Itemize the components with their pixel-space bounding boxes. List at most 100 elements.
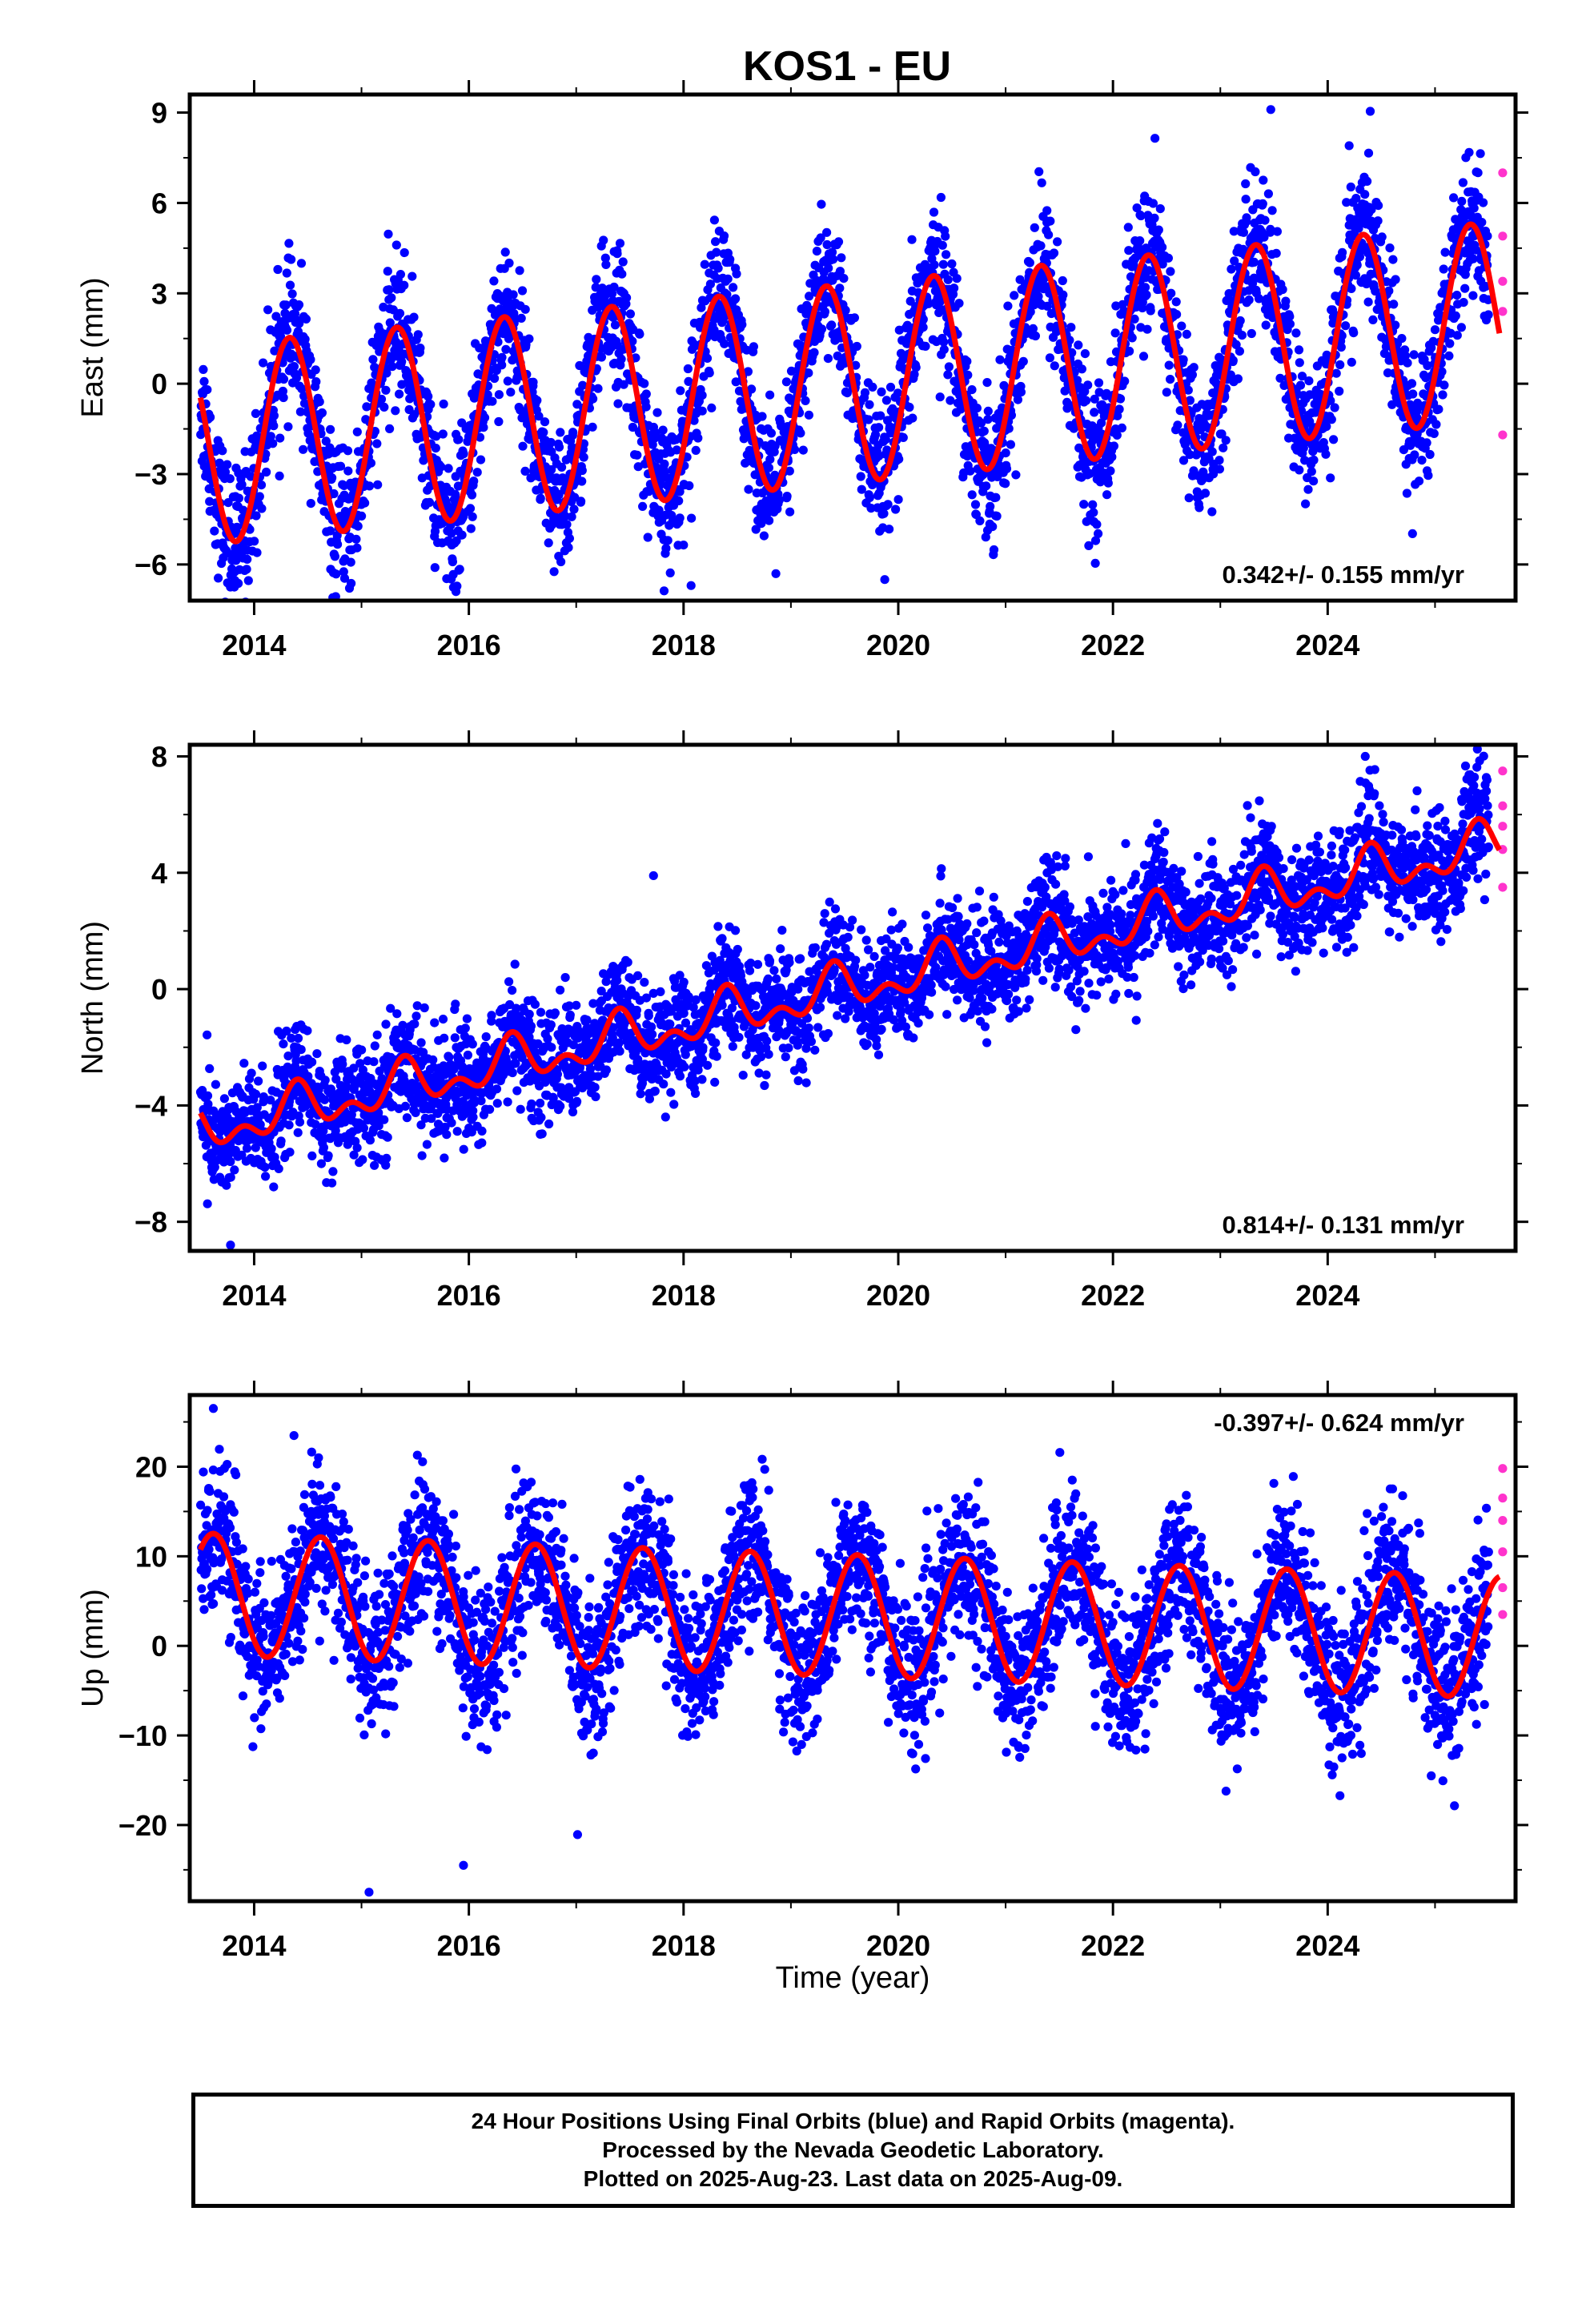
final-orbit-point (352, 427, 362, 436)
final-orbit-point (1046, 216, 1055, 226)
final-orbit-point (1295, 358, 1304, 368)
final-orbit-point (1072, 376, 1082, 385)
final-orbit-point (702, 353, 713, 363)
final-orbit-point (1363, 148, 1374, 158)
final-orbit-point (1125, 346, 1134, 356)
final-orbit-point (564, 533, 575, 543)
final-orbit-point (842, 388, 852, 398)
final-orbit-point (512, 1003, 521, 1013)
final-orbit-point (199, 364, 208, 374)
final-orbit-point (556, 1101, 565, 1111)
final-orbit-point (986, 501, 995, 512)
final-orbit-point (833, 237, 844, 247)
final-orbit-point (1291, 328, 1301, 338)
final-orbit-point (516, 313, 526, 323)
final-orbit-point (1123, 223, 1133, 232)
final-orbit-point (880, 575, 889, 585)
final-orbit-point (282, 325, 292, 335)
final-orbit-point (938, 240, 947, 250)
final-orbit-point (291, 1055, 301, 1066)
final-orbit-point (549, 567, 559, 577)
final-orbit-point (1307, 467, 1316, 476)
final-orbit-point (376, 394, 387, 404)
final-orbit-point (981, 533, 990, 542)
final-orbit-point (1227, 264, 1236, 274)
final-orbit-point (935, 392, 945, 402)
final-orbit-point (1082, 396, 1091, 405)
final-orbit-point (1352, 260, 1362, 270)
final-orbit-point (1011, 470, 1021, 480)
final-orbit-point (1092, 520, 1102, 529)
final-orbit-point (520, 466, 530, 476)
final-orbit-point (504, 258, 514, 268)
final-orbit-point (1124, 246, 1134, 255)
chart-title: KOS1 - EU (743, 43, 951, 90)
final-orbit-point (506, 388, 516, 397)
final-orbit-point (674, 496, 684, 506)
final-orbit-point (766, 428, 777, 438)
final-orbit-point (1217, 429, 1227, 439)
x-tick-label: 2022 (1081, 629, 1145, 661)
final-orbit-point (1258, 199, 1267, 208)
final-orbit-point (1484, 310, 1493, 320)
final-orbit-point (1085, 468, 1094, 478)
final-orbit-point (1303, 485, 1313, 494)
final-orbit-point (697, 391, 707, 400)
final-orbit-point (381, 1160, 391, 1170)
final-orbit-point (640, 379, 649, 388)
final-orbit-point (1171, 297, 1181, 307)
final-orbit-point (765, 455, 775, 464)
final-orbit-point (321, 436, 331, 446)
final-orbit-point (400, 280, 409, 290)
final-orbit-point (296, 1045, 306, 1055)
final-orbit-point (203, 1199, 212, 1208)
final-orbit-point (568, 428, 578, 437)
final-orbit-point (287, 1033, 296, 1043)
y-tick-label: 3 (151, 277, 167, 310)
final-orbit-point (410, 1019, 420, 1029)
final-orbit-point (223, 460, 232, 469)
final-orbit-point (1477, 218, 1487, 227)
final-orbit-point (1001, 448, 1010, 458)
final-orbit-point (364, 481, 375, 491)
final-orbit-point (1437, 367, 1447, 376)
final-orbit-point (612, 249, 622, 259)
final-orbit-point (1036, 241, 1046, 251)
final-orbit-point (411, 1108, 420, 1117)
final-orbit-point (459, 1144, 468, 1154)
final-orbit-point (1344, 141, 1354, 151)
final-orbit-point (556, 985, 565, 995)
final-orbit-point (1384, 286, 1394, 296)
final-orbit-point (243, 576, 253, 585)
final-orbit-point (343, 466, 353, 476)
final-orbit-point (731, 294, 741, 304)
final-orbit-point (349, 1150, 359, 1160)
final-orbit-point (661, 544, 671, 553)
final-orbit-point (381, 385, 391, 395)
final-orbit-point (1082, 517, 1091, 526)
final-orbit-point (547, 1043, 556, 1052)
final-orbit-point (804, 368, 813, 378)
final-orbit-point (938, 259, 948, 269)
final-orbit-point (1112, 430, 1122, 440)
final-orbit-point (1209, 469, 1219, 479)
final-orbit-point (876, 411, 885, 420)
final-orbit-point (488, 396, 497, 406)
final-orbit-point (395, 308, 405, 318)
final-orbit-point (885, 382, 896, 392)
final-orbit-point (809, 348, 819, 357)
final-orbit-point (1347, 357, 1356, 367)
final-orbit-point (462, 1014, 472, 1023)
final-orbit-point (1368, 315, 1378, 324)
final-orbit-point (954, 299, 964, 308)
final-orbit-point (685, 480, 694, 491)
final-orbit-point (539, 428, 548, 437)
final-orbit-point (592, 275, 601, 284)
final-orbit-point (970, 500, 981, 509)
final-orbit-point (540, 417, 550, 427)
final-orbit-point (1365, 107, 1375, 116)
final-orbit-point (560, 512, 570, 521)
final-orbit-point (307, 1057, 317, 1067)
final-orbit-point (1058, 275, 1067, 286)
final-orbit-point (402, 1113, 412, 1123)
